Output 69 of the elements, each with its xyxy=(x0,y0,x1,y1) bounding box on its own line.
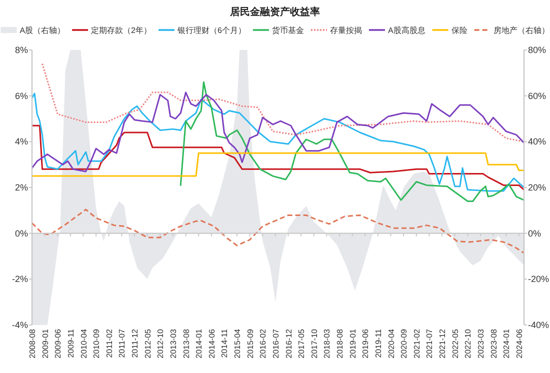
x-tick-label: 2020-04 xyxy=(386,328,396,358)
x-tick-label: 2016-07 xyxy=(271,328,280,358)
line-series xyxy=(32,92,524,192)
line-series xyxy=(32,124,524,191)
x-tick-label: 2010-09 xyxy=(92,328,102,358)
x-tick-label: 2013-08 xyxy=(182,328,191,358)
x-tick-label: 2021-02 xyxy=(412,328,422,358)
y2-tick-label: 0% xyxy=(528,228,542,238)
x-tick-label: 2011-12 xyxy=(130,328,140,358)
x-tick-label: 2019-11 xyxy=(374,328,383,358)
x-tick-label: 2021-07 xyxy=(425,328,434,358)
chart-title: 居民金融资产收益率 xyxy=(229,6,320,18)
y-tick-label: 0% xyxy=(14,228,28,238)
x-tick-label: 2023-03 xyxy=(476,328,486,358)
y-tick-label: 6% xyxy=(14,90,28,101)
legend-label: 货币基金 xyxy=(272,26,304,35)
x-tick-label: 2014-06 xyxy=(207,328,216,358)
x-tick-label: 2019-01 xyxy=(348,328,358,358)
y2-tick-label: 40% xyxy=(528,136,546,147)
y-tick-label: 4% xyxy=(14,136,28,147)
line-series xyxy=(32,152,524,177)
x-tick-label: 2022-10 xyxy=(464,328,473,358)
x-tick-label: 2008-08 xyxy=(28,328,37,358)
legend-label: A股高股息 xyxy=(388,26,426,35)
y-tick-label: 2% xyxy=(14,182,28,192)
legend-label: 保险 xyxy=(451,26,468,35)
x-tick-label: 2011-02 xyxy=(104,328,114,358)
y2-tick-label: 60% xyxy=(528,90,546,101)
legend-label: 房地产（右轴） xyxy=(493,26,550,35)
y-tick-label: -4% xyxy=(12,320,28,330)
y2-tick-label: -20% xyxy=(528,274,550,284)
x-tick-label: 2024-06 xyxy=(514,328,524,358)
x-tick-label: 2018-08 xyxy=(336,328,344,358)
x-tick-label: 2012-10 xyxy=(156,328,166,358)
x-tick-label: 2011-07 xyxy=(118,328,127,358)
x-tick-label: 2016-12 xyxy=(284,328,294,358)
line-series xyxy=(32,208,524,254)
y2-tick-label: 80% xyxy=(528,45,546,55)
x-tick-label: 2009-11 xyxy=(66,328,76,358)
x-tick-label: 2021-12 xyxy=(438,328,447,358)
x-tick-label: 2017-10 xyxy=(310,328,319,358)
x-tick-label: 2015-04 xyxy=(233,328,242,358)
x-tick-label: 2014-11 xyxy=(220,328,230,358)
legend-label: 定期存款（2年） xyxy=(91,26,152,35)
x-tick-label: 2009-01 xyxy=(40,328,50,358)
legend-label: A股（右轴） xyxy=(20,26,66,35)
y2-tick-label: -40% xyxy=(528,320,550,330)
x-tick-label: 2017-05 xyxy=(297,328,306,358)
line-series xyxy=(32,92,524,172)
x-tick-label: 2016-02 xyxy=(258,328,268,358)
x-tick-label: 2018-03 xyxy=(322,328,332,358)
x-tick-label: 2019-06 xyxy=(361,328,370,358)
x-tick-label: 2012-05 xyxy=(143,328,152,358)
x-tick-label: 2013-03 xyxy=(168,328,178,358)
y-tick-label: -2% xyxy=(12,274,28,284)
x-tick-label: 2024-01 xyxy=(502,328,512,358)
y2-tick-label: 20% xyxy=(528,182,546,192)
x-tick-label: 2020-09 xyxy=(400,328,409,358)
x-tick-label: 2022-05 xyxy=(450,328,460,358)
line-series xyxy=(42,63,524,142)
legend-label: 银行理财（6个月） xyxy=(176,26,246,35)
x-tick-label: 2014-01 xyxy=(194,328,204,358)
x-tick-label: 2023-08 xyxy=(489,328,498,358)
legend-label: 存量按揭 xyxy=(330,26,362,35)
x-tick-label: 2009-06 xyxy=(54,328,63,358)
x-tick-label: 2010-04 xyxy=(79,328,88,358)
x-tick-label: 2015-09 xyxy=(246,328,255,358)
y-tick-label: 8% xyxy=(14,45,28,55)
line-series xyxy=(180,81,524,202)
